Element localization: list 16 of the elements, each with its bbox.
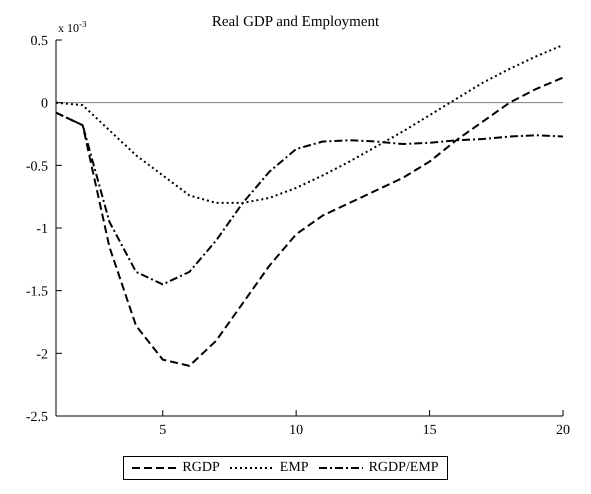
legend-label: EMP xyxy=(280,460,309,476)
x-tick-label: 15 xyxy=(422,422,437,438)
y-tick-label: -2 xyxy=(36,347,48,362)
text: x 10$^{-3}$ xyxy=(58,19,87,35)
chart-title: Real GDP and Employment xyxy=(212,14,380,30)
legend-label: RGDP xyxy=(182,460,220,476)
y-tick-label: -1.5 xyxy=(26,284,48,300)
y-tick-label: -0.5 xyxy=(26,159,48,174)
y-tick-label: -2.5 xyxy=(26,410,48,425)
x-tick-label: 10 xyxy=(289,422,304,438)
y-tick-label: 0.5 xyxy=(30,34,48,49)
x-tick-label: 20 xyxy=(556,422,570,438)
x-tick-label: 5 xyxy=(159,422,166,438)
legend-label: RGDP/EMP xyxy=(368,460,439,476)
y-tick-label: 0 xyxy=(41,96,48,112)
y-tick-label: -1 xyxy=(36,222,48,237)
